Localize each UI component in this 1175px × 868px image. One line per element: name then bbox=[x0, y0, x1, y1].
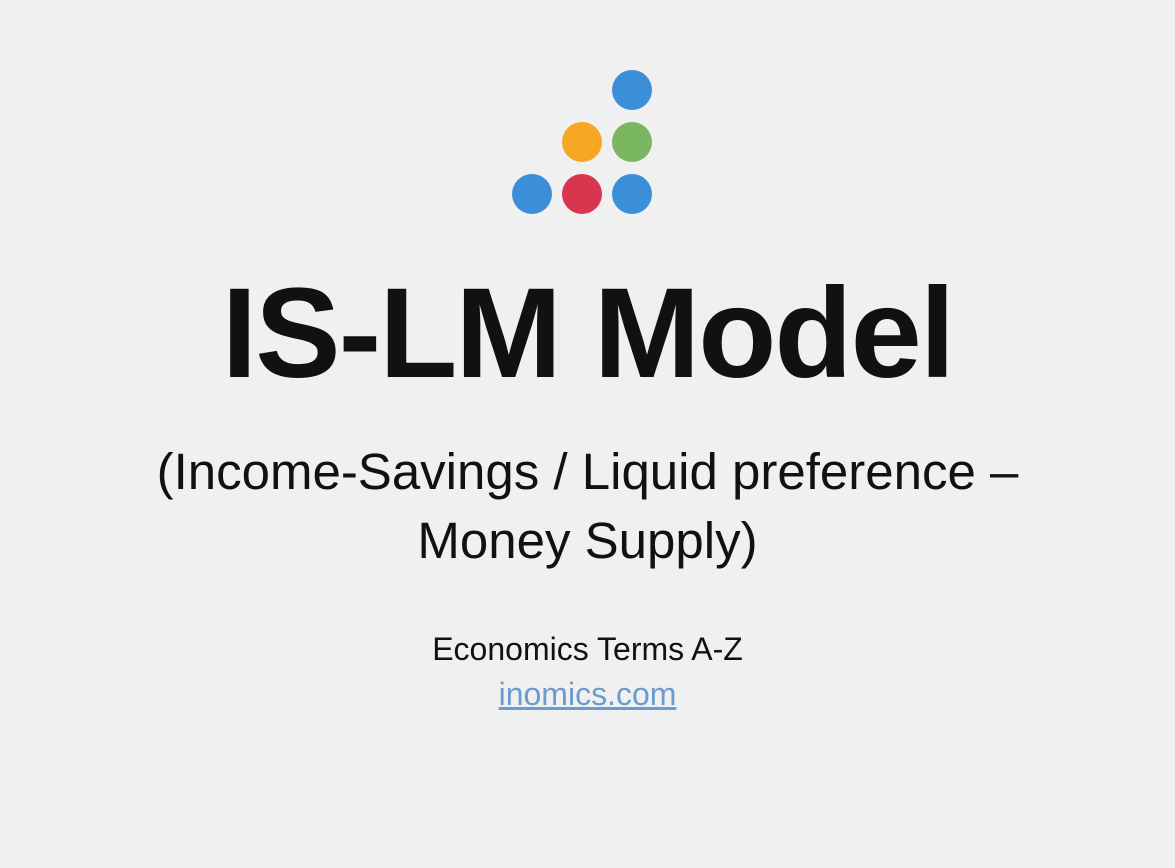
footer: Economics Terms A-Z inomics.com bbox=[432, 631, 743, 713]
series-label: Economics Terms A-Z bbox=[432, 631, 743, 668]
subtitle: (Income-Savings / Liquid preference – Mo… bbox=[138, 438, 1038, 576]
logo bbox=[508, 70, 668, 220]
logo-dot bbox=[562, 122, 602, 162]
page-title: IS-LM Model bbox=[222, 270, 954, 398]
logo-dot bbox=[562, 174, 602, 214]
logo-dot bbox=[612, 122, 652, 162]
logo-dot bbox=[512, 174, 552, 214]
site-link[interactable]: inomics.com bbox=[499, 676, 677, 712]
logo-dot bbox=[612, 70, 652, 110]
logo-dot bbox=[612, 174, 652, 214]
